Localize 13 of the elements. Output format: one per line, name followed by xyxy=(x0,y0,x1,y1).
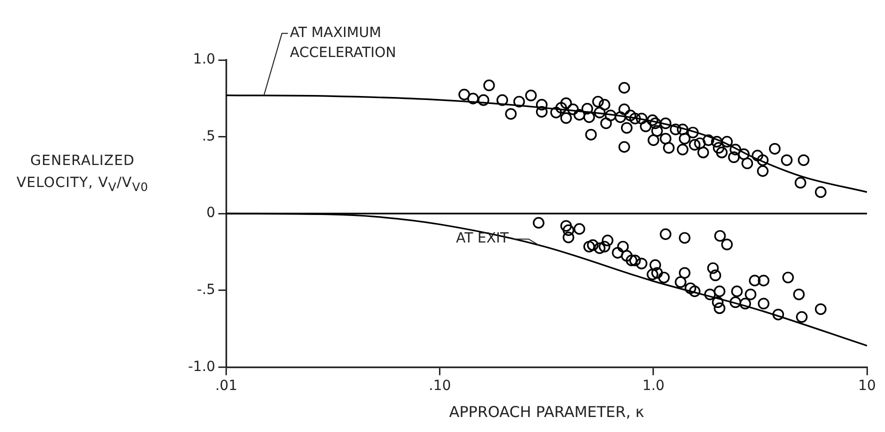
y-tick-label: 0 xyxy=(206,205,216,222)
x-tick-label: .01 xyxy=(215,378,238,394)
y-axis-title: GENERALIZED VELOCITY, V$_{V}$/V$_{V0}$ xyxy=(16,152,150,196)
y-tick-label: .5 xyxy=(202,128,216,144)
annotation: AT EXIT xyxy=(456,230,510,247)
x-axis-title: APPROACH PARAMETER, κ xyxy=(449,402,644,421)
x-tick-label: 1.0 xyxy=(642,378,665,394)
y-tick-label: 1.0 xyxy=(193,52,216,68)
annotation: AT MAXIMUM ACCELERATION xyxy=(290,24,396,61)
x-tick-label: .10 xyxy=(428,378,452,394)
y-tick-label: -1.0 xyxy=(188,358,216,375)
y-tick-label: -.5 xyxy=(196,282,216,298)
x-tick-label: 10 xyxy=(858,378,876,394)
